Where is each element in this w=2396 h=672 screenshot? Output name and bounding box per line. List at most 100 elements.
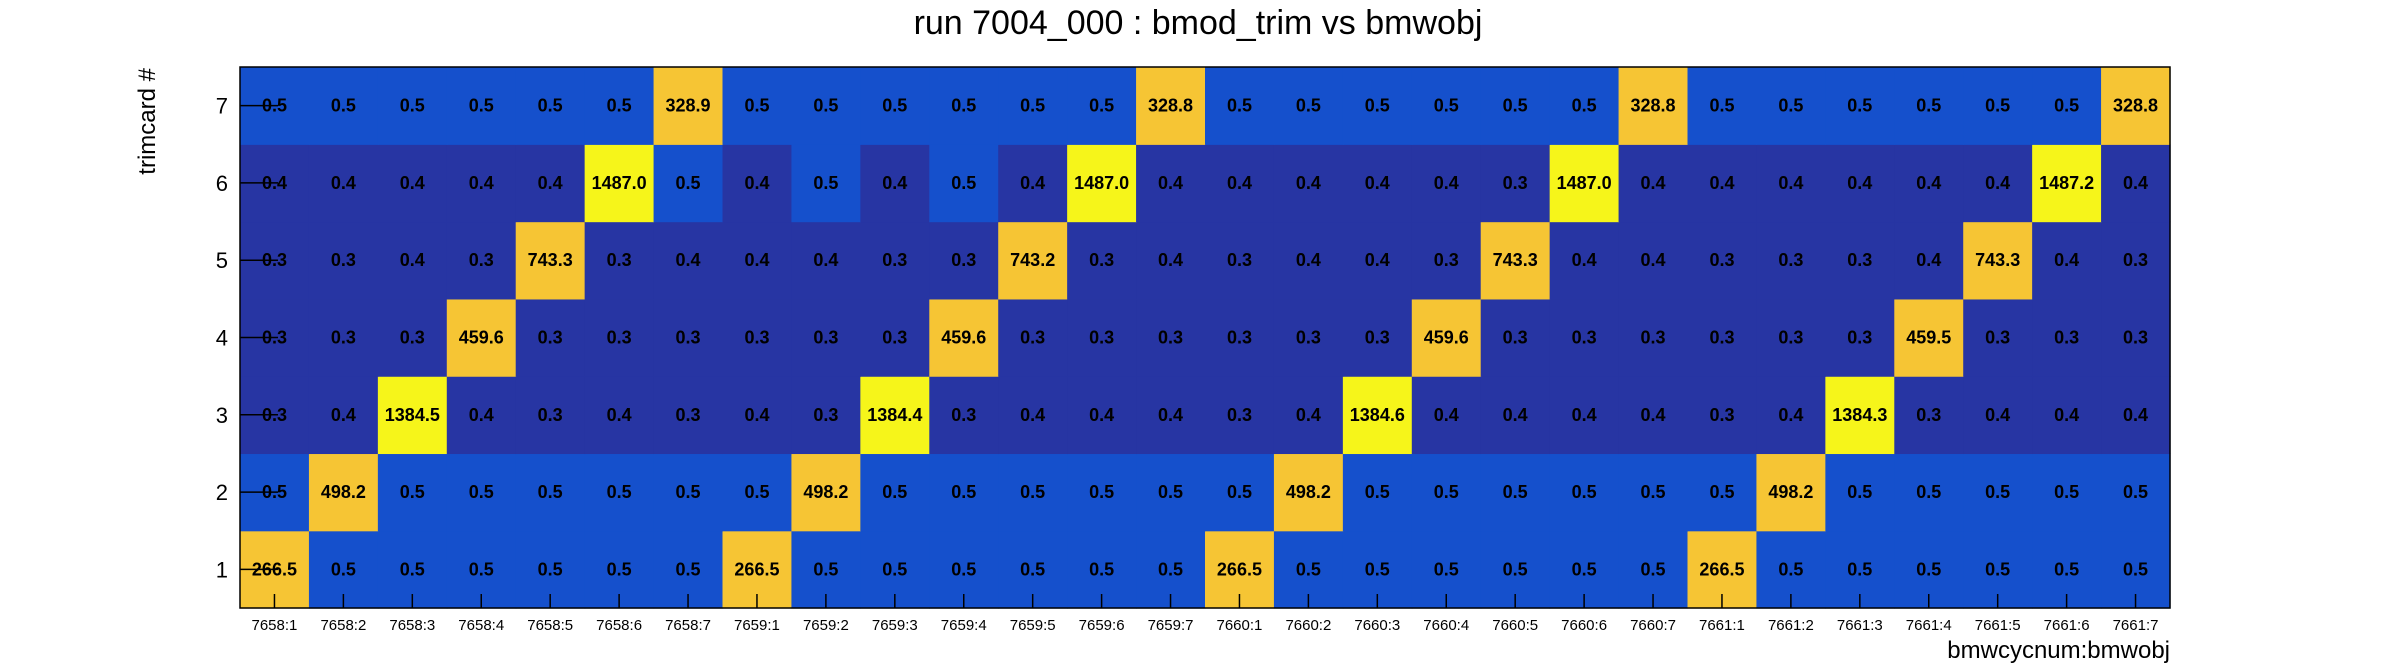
heatmap-cell [1411, 67, 1482, 145]
cell-value-label: 0.3 [1709, 250, 1734, 270]
heatmap-cell [1411, 221, 1482, 300]
heatmap-cell [1756, 144, 1826, 223]
cell-value-label: 0.5 [1020, 482, 1045, 502]
x-tick-label: 7659:5 [1010, 617, 1056, 634]
cell-value-label: 0.3 [951, 405, 976, 425]
heatmap-cell [377, 221, 448, 300]
cell-value-label: 0.5 [813, 96, 838, 116]
cell-value-label: 0.3 [1847, 328, 1872, 348]
heatmap-cell [1549, 67, 1620, 145]
cell-value-label: 0.5 [1709, 482, 1734, 502]
cell-value-label: 0.5 [2054, 96, 2079, 116]
cell-value-label: 0.4 [1158, 250, 1183, 270]
heatmap-cell [1825, 453, 1895, 532]
heatmap-cell [998, 376, 1068, 455]
heatmap-cell [584, 221, 655, 300]
x-tick-label: 7660:2 [1285, 617, 1331, 634]
heatmap-cell [1067, 221, 1137, 300]
cell-value-label: 0.5 [1572, 96, 1597, 116]
heatmap-cell [1894, 298, 1964, 377]
cell-value-label: 0.4 [744, 250, 769, 270]
cell-value-label: 0.5 [2123, 559, 2148, 579]
cell-value-label: 498.2 [803, 482, 848, 502]
cell-value-label: 0.4 [1503, 405, 1528, 425]
heatmap-cell [1342, 144, 1413, 223]
cell-value-label: 0.3 [1296, 328, 1321, 348]
heatmap-cell [1687, 298, 1758, 377]
cell-value-label: 0.5 [1365, 482, 1390, 502]
cell-value-label: 0.5 [1778, 96, 1803, 116]
heatmap-cell [515, 453, 586, 532]
heatmap-cell [722, 298, 793, 377]
chart-title: run 7004_000 : bmod_trim vs bmwobj [914, 4, 1483, 42]
y-tick-label: 5 [216, 248, 228, 273]
heatmap-cell [446, 376, 517, 455]
heatmap-cell [1136, 453, 1206, 532]
cell-value-label: 0.3 [1227, 405, 1252, 425]
cell-value-label: 0.5 [1020, 559, 1045, 579]
cell-value-label: 498.2 [1286, 482, 1331, 502]
cell-value-label: 0.5 [1778, 559, 1803, 579]
heatmap-cell [584, 453, 655, 532]
cell-value-label: 743.3 [1975, 250, 2020, 270]
cell-value-label: 0.5 [1985, 482, 2010, 502]
heatmap-cell [1549, 376, 1620, 455]
cell-value-label: 0.3 [1020, 328, 1045, 348]
cell-value-label: 0.5 [469, 482, 494, 502]
heatmap-cell [1273, 221, 1344, 300]
heatmap-cell [1067, 453, 1137, 532]
cell-value-label: 0.4 [1985, 405, 2010, 425]
heatmap-cell [2101, 376, 2171, 455]
x-tick-label: 7659:1 [734, 617, 780, 634]
cell-value-label: 0.5 [1434, 96, 1459, 116]
cell-value-label: 328.9 [666, 96, 711, 116]
cell-value-label: 0.3 [469, 250, 494, 270]
heatmap-cell [1136, 376, 1206, 455]
heatmap-cell [308, 221, 379, 300]
cell-value-label: 0.3 [676, 328, 701, 348]
cell-value-label: 0.3 [813, 405, 838, 425]
heatmap-cell [1618, 144, 1689, 223]
cell-value-label: 0.4 [1296, 250, 1321, 270]
cell-value-label: 0.5 [1158, 559, 1183, 579]
cell-value-label: 0.3 [2123, 328, 2148, 348]
heatmap-cell [1618, 376, 1689, 455]
heatmap-cell [1963, 453, 2033, 532]
heatmap-cell [584, 376, 655, 455]
cell-value-label: 0.4 [1227, 173, 1252, 193]
cell-value-label: 0.4 [469, 173, 494, 193]
cell-value-label: 0.3 [2123, 250, 2148, 270]
heatmap-cell [1894, 67, 1964, 145]
cell-value-label: 0.4 [1572, 250, 1597, 270]
heatmap-cell [515, 67, 586, 145]
heatmap-cell [446, 221, 517, 300]
heatmap-cell [1342, 298, 1413, 377]
heatmap-cell [1618, 221, 1689, 300]
cell-value-label: 328.8 [1631, 96, 1676, 116]
cell-value-label: 0.3 [1916, 405, 1941, 425]
heatmap-cell [1067, 67, 1137, 145]
heatmap-cell [653, 221, 724, 300]
heatmap-cell [446, 453, 517, 532]
heatmap-cell [1825, 144, 1895, 223]
heatmap-cell [1205, 453, 1275, 532]
cell-value-label: 743.3 [528, 250, 573, 270]
x-tick-label: 7659:3 [872, 617, 918, 634]
cell-value-label: 1384.3 [1832, 405, 1887, 425]
cell-value-label: 0.5 [1296, 96, 1321, 116]
cell-value-label: 0.5 [951, 482, 976, 502]
heatmap-cell [1205, 67, 1275, 145]
cell-value-label: 0.4 [882, 173, 907, 193]
cell-value-label: 0.3 [331, 250, 356, 270]
x-tick-label: 7660:4 [1423, 617, 1469, 634]
heatmap-cell [2032, 453, 2102, 532]
heatmap-cell [998, 453, 1068, 532]
heatmap-cell [1618, 298, 1689, 377]
heatmap-cell [860, 376, 930, 455]
heatmap-cell [1205, 376, 1275, 455]
cell-value-label: 0.4 [1020, 405, 1045, 425]
cell-value-label: 0.5 [1296, 559, 1321, 579]
cell-value-label: 0.5 [2123, 482, 2148, 502]
cell-value-label: 0.5 [744, 482, 769, 502]
cell-value-label: 0.4 [1778, 173, 1803, 193]
